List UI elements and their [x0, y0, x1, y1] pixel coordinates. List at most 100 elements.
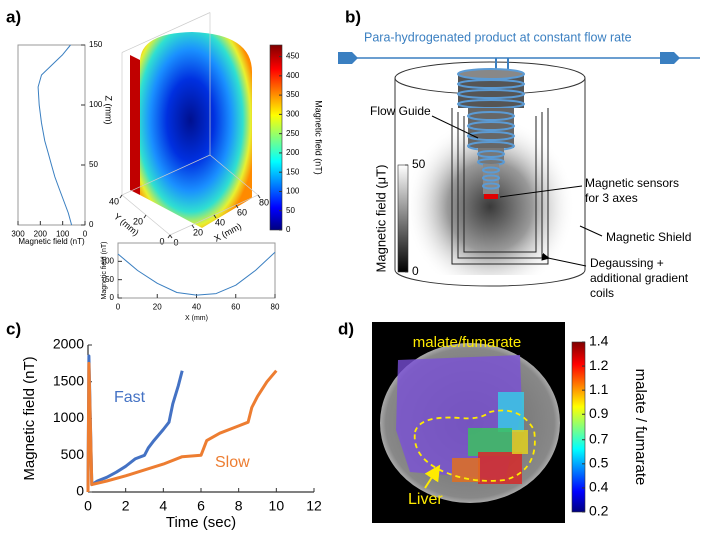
colorbar-tick-label: 0 [412, 264, 419, 278]
colorbar-tick-label: 50 [412, 157, 426, 171]
x-tick [235, 204, 239, 209]
coil-ring [467, 121, 515, 131]
x-tick-label: 8 [235, 497, 243, 513]
y-axis-label: Magnetic field (nT) [101, 242, 108, 300]
x-tick-label: 4 [159, 497, 167, 513]
z-axis-label: Z (mm) [104, 96, 114, 125]
x-tick [257, 194, 261, 199]
x-tick-label: 60 [237, 207, 247, 217]
series-line [117, 251, 276, 296]
y-tick [119, 194, 123, 199]
colorbar-tick-label: 100 [286, 187, 300, 196]
leader-line [499, 185, 583, 198]
x-tick-label: 6 [197, 497, 205, 513]
panel-label: c) [6, 319, 21, 338]
x-tick-label: 100 [56, 229, 70, 238]
coil-line [451, 108, 549, 265]
coil-ring [482, 174, 500, 182]
shield-side [394, 78, 586, 287]
coil-ring [467, 131, 515, 141]
y-tick-label: 40 [109, 196, 119, 206]
x-tick-label: 40 [192, 302, 201, 311]
diagram-title: Para-hydrogenated product at constant fl… [364, 30, 632, 44]
panel-label: a) [6, 7, 21, 26]
coil-ring [457, 79, 525, 89]
annotation: Liver [408, 491, 443, 508]
colorbar-tick-label: 350 [286, 90, 300, 99]
x-tick [169, 234, 173, 239]
x-tick-label: 40 [215, 217, 225, 227]
x-tick-label: 0 [173, 237, 178, 247]
coil-ring [457, 89, 525, 99]
x-tick-label: 80 [259, 197, 269, 207]
volume-side [130, 55, 140, 195]
colorbar-tick-label: 0.2 [589, 503, 609, 519]
coil-ring [477, 150, 505, 158]
x-tick-label: 20 [193, 227, 203, 237]
overlay [468, 428, 512, 456]
y-tick-label: 1500 [53, 372, 84, 388]
overlay [512, 430, 528, 454]
colorbar [571, 341, 586, 513]
colorbar-label: Magnetic field (μT) [373, 165, 388, 273]
y-tick-label: 1000 [53, 409, 84, 425]
y-tick-label: 2000 [53, 336, 84, 352]
x-tick [213, 214, 217, 219]
y-tick-label: 0 [76, 483, 84, 499]
x-tick-label: 60 [231, 302, 240, 311]
coil-ring [482, 182, 500, 190]
colorbar-tick-label: 250 [286, 129, 300, 138]
y-tick-label: 0 [110, 293, 115, 302]
coil-ring [457, 68, 525, 80]
coil-line [463, 116, 537, 253]
plot-frame [17, 44, 86, 226]
x-tick-label: 200 [34, 229, 48, 238]
flow-arrow [338, 52, 358, 64]
coil-line [457, 112, 543, 259]
y-tick-label: 100 [89, 100, 103, 109]
setup-diagram: Para-hydrogenated product at constant fl… [338, 30, 700, 287]
diagram-label: Flow Guide [370, 104, 431, 118]
x-axis-label: X (mm) [185, 315, 208, 322]
volume-render [130, 32, 252, 228]
colorbar-tick-label: 150 [286, 167, 300, 176]
coil-ring [467, 111, 515, 121]
liver-arrow [424, 464, 441, 489]
panel-label: d) [338, 319, 354, 338]
box-edge [121, 154, 211, 196]
leader-line [579, 225, 603, 237]
colorbar-tick-label: 200 [286, 148, 300, 157]
x-tick-label: 2 [122, 497, 130, 513]
y-tick-label: 0 [89, 220, 94, 229]
x-tick-label: 10 [269, 497, 285, 513]
box-edge [121, 12, 211, 53]
diagram-label: Magnetic sensors for 3 axes [585, 176, 680, 205]
y-tick-label: 0 [159, 236, 164, 246]
flow-arrow [660, 52, 680, 64]
series-line [86, 361, 278, 493]
colorbar [269, 44, 283, 231]
y-tick-label: 20 [133, 216, 143, 226]
colorbar-tick-label: 0.5 [589, 455, 609, 471]
y-axis-label: Magnetic field (nT) [21, 356, 38, 480]
y-tick [167, 234, 171, 239]
x-tick-label: 0 [84, 497, 92, 513]
panel-label: b) [345, 7, 361, 26]
colorbar-tick-label: 0.9 [589, 405, 609, 421]
y-tick-label: 500 [61, 446, 85, 462]
colorbar-tick-label: 450 [286, 52, 300, 61]
x-tick-label: 80 [271, 302, 280, 311]
plot-frame [117, 242, 276, 299]
series-label: Fast [114, 389, 146, 406]
x-tick-label: 12 [306, 497, 322, 513]
x-axis-label: Time (sec) [166, 514, 236, 531]
volume-face [140, 32, 252, 228]
colorbar-tick-label: 1.4 [589, 333, 609, 349]
series-label: Slow [215, 454, 250, 471]
y-tick-label: 50 [105, 275, 114, 284]
x-tick [191, 224, 195, 229]
colorbar-label: malate / fumarate [632, 369, 649, 486]
colorbar-tick-label: 0.7 [589, 430, 609, 446]
